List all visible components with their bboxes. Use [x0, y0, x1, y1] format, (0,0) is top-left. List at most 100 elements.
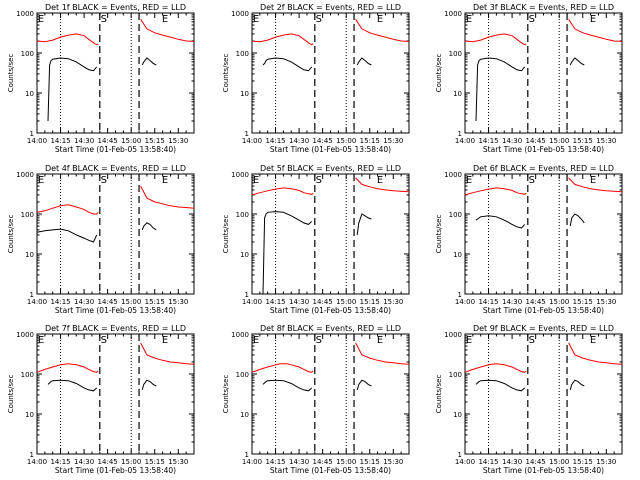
panel-title: Det 7f BLACK = Events, RED = LLD	[45, 324, 186, 333]
panel-2: Det 2f BLACK = Events, RED = LLD 1 10 100 10…	[222, 3, 410, 154]
x-tick-label: 14:15	[478, 458, 498, 466]
marker-letter: E	[253, 14, 259, 25]
events-line	[569, 57, 585, 66]
x-tick-label: 14:00	[455, 298, 475, 306]
y-tick-label: 1	[245, 291, 249, 299]
x-tick-label: 15:00	[336, 298, 356, 306]
lld-line	[355, 18, 410, 42]
marker-letter: E	[253, 335, 259, 346]
x-tick-label: 14:15	[50, 298, 70, 306]
marker-letter: E	[38, 175, 44, 186]
x-tick-label: 15:15	[573, 298, 593, 306]
x-tick-label: 15:30	[596, 458, 616, 466]
events-line	[569, 379, 585, 391]
x-tick-label: 14:15	[50, 458, 70, 466]
x-tick-label: 15:00	[549, 458, 569, 466]
x-axis-label: Start Time (01-Feb-05 13:58:40)	[483, 306, 604, 315]
y-tick-label: 100	[449, 371, 462, 379]
y-tick-label: 1000	[444, 331, 462, 339]
events-line	[356, 213, 372, 235]
x-tick-label: 15:15	[573, 458, 593, 466]
x-axis-label: Start Time (01-Feb-05 13:58:40)	[270, 306, 391, 315]
y-tick-label: 1000	[231, 10, 249, 18]
y-tick-label: 100	[21, 371, 34, 379]
panel-title: Det 4f BLACK = Events, RED = LLD	[45, 164, 186, 173]
panel-7: Det 7f BLACK = Events, RED = LLD 1 10 100 10…	[7, 324, 195, 475]
x-tick-label: 14:00	[27, 298, 47, 306]
x-tick-label: 15:00	[121, 298, 141, 306]
events-line	[36, 228, 98, 243]
x-tick-label: 15:00	[121, 137, 141, 145]
lld-line	[464, 363, 527, 373]
x-tick-label: 14:45	[526, 298, 546, 306]
x-tick-label: 14:15	[478, 298, 498, 306]
y-tick-label: 1000	[444, 10, 462, 18]
x-tick-label: 15:15	[145, 458, 165, 466]
x-tick-label: 15:30	[596, 137, 616, 145]
lld-line	[36, 33, 99, 46]
events-line	[475, 215, 526, 229]
x-tick-label: 15:15	[145, 298, 165, 306]
marker-letter: E	[253, 175, 259, 186]
x-tick-label: 14:00	[27, 137, 47, 145]
events-line	[262, 379, 313, 392]
x-axis-label: Start Time (01-Feb-05 13:58:40)	[55, 145, 176, 154]
x-axis-label: Start Time (01-Feb-05 13:58:40)	[270, 145, 391, 154]
events-line	[356, 379, 372, 391]
x-tick-label: 14:00	[242, 137, 262, 145]
panel-title: Det 6f BLACK = Events, RED = LLD	[473, 164, 614, 173]
y-tick-label: 1000	[231, 331, 249, 339]
x-tick-label: 14:15	[478, 137, 498, 145]
y-tick-label: 1000	[16, 171, 34, 179]
x-tick-label: 14:45	[313, 298, 333, 306]
panel-9: Det 9f BLACK = Events, RED = LLD 1 10 100 10…	[435, 324, 623, 475]
panel-title: Det 9f BLACK = Events, RED = LLD	[473, 324, 614, 333]
y-axis-label: Counts/sec	[7, 375, 15, 414]
y-axis-label: Counts/sec	[7, 54, 15, 93]
x-tick-label: 15:00	[336, 458, 356, 466]
events-line	[475, 379, 526, 392]
marker-letter: S	[529, 335, 535, 346]
x-tick-label: 14:15	[265, 137, 285, 145]
y-tick-label: 100	[236, 211, 249, 219]
events-line	[141, 222, 157, 231]
y-axis-label: Counts/sec	[435, 215, 443, 254]
x-axis-label: Start Time (01-Feb-05 13:58:40)	[483, 145, 604, 154]
x-tick-label: 14:45	[98, 458, 118, 466]
x-tick-label: 14:30	[289, 137, 309, 145]
y-tick-label: 1000	[16, 10, 34, 18]
x-tick-label: 14:30	[74, 137, 94, 145]
events-line	[262, 211, 313, 295]
lld-line	[140, 342, 195, 365]
marker-letter: E	[466, 175, 472, 186]
x-tick-label: 14:30	[74, 298, 94, 306]
marker-letter: E	[377, 14, 383, 25]
y-tick-label: 1	[245, 130, 249, 138]
x-tick-label: 14:30	[502, 458, 522, 466]
marker-letter: S	[529, 175, 535, 186]
marker-letter: S	[316, 14, 322, 25]
lld-line	[568, 342, 623, 365]
x-tick-label: 14:45	[313, 137, 333, 145]
x-tick-label: 15:30	[168, 137, 188, 145]
y-tick-label: 10	[453, 251, 462, 259]
marker-letter: E	[590, 14, 596, 25]
marker-letter: E	[38, 335, 44, 346]
panel-title: Det 2f BLACK = Events, RED = LLD	[260, 3, 401, 12]
lld-line	[36, 204, 99, 215]
y-tick-label: 10	[453, 90, 462, 98]
y-tick-label: 100	[236, 371, 249, 379]
marker-letter: S	[101, 175, 107, 186]
y-axis-label: Counts/sec	[435, 375, 443, 414]
y-axis-label: Counts/sec	[7, 215, 15, 254]
marker-letter: S	[101, 335, 107, 346]
panel-title: Det 3f BLACK = Events, RED = LLD	[473, 3, 614, 12]
panel-title: Det 5f BLACK = Events, RED = LLD	[260, 164, 401, 173]
panel-5: Det 5f BLACK = Events, RED = LLD 1 10 100 10…	[222, 164, 410, 315]
marker-letter: E	[590, 335, 596, 346]
x-tick-label: 14:15	[50, 137, 70, 145]
panel-3: Det 3f BLACK = Events, RED = LLD 1 10 100 10…	[435, 3, 623, 154]
y-tick-label: 100	[21, 50, 34, 58]
x-tick-label: 15:30	[383, 458, 403, 466]
x-tick-label: 15:15	[145, 137, 165, 145]
